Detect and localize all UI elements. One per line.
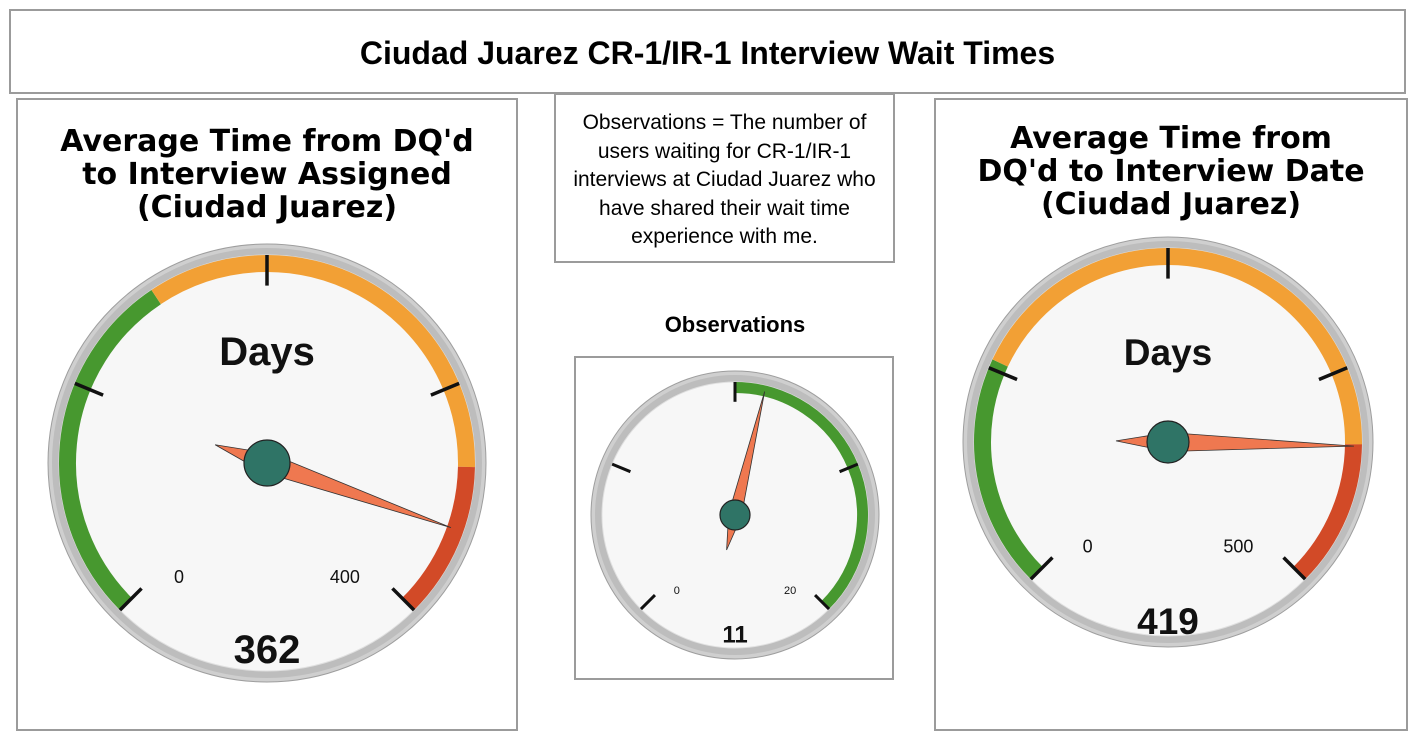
interview-date-days-gauge: 0 500 Days 419: [962, 236, 1374, 648]
gauge-hub: [1146, 420, 1190, 464]
gauge-unit-label: Days: [219, 330, 315, 374]
gauge-min-label: 0: [674, 585, 680, 597]
gauge-unit-label: Days: [1124, 332, 1212, 373]
assigned-title-line-3: (Ciudad Juarez): [136, 190, 398, 225]
assigned-title-line-1: Average Time from DQ'd: [60, 124, 474, 159]
observations-note-text: Observations = The number of users waiti…: [573, 111, 876, 248]
dashboard-title: Ciudad Juarez CR-1/IR-1 Interview Wait T…: [359, 35, 1056, 71]
gauge-major-tick-0: [639, 593, 657, 611]
gauge-max-label: 400: [330, 567, 360, 587]
gauge-band-1: [151, 255, 475, 468]
gauge-major-tick-3: [1318, 366, 1348, 382]
gauge-value-label: 362: [234, 628, 301, 672]
observations-gauge: 0 20 11: [590, 370, 880, 660]
date-title-line-3: (Ciudad Juarez): [1040, 187, 1302, 222]
gauge-major-tick-0: [1029, 556, 1054, 581]
gauge-band-0: [59, 290, 161, 611]
assigned-days-gauge: 0 400 Days 362: [47, 243, 487, 683]
dashboard-header: Ciudad Juarez CR-1/IR-1 Interview Wait T…: [9, 9, 1406, 94]
assigned-title-line-2: to Interview Assigned: [82, 157, 452, 192]
gauge-major-tick-3: [839, 462, 859, 474]
interview-date-gauge-title: Average Time from DQ'd to Interview Date…: [934, 122, 1408, 221]
gauge-min-label: 0: [1083, 537, 1093, 557]
gauge-major-tick-1: [74, 381, 104, 397]
observations-note: Observations = The number of users waiti…: [554, 93, 895, 263]
observations-heading: Observations: [664, 312, 806, 337]
gauge-major-tick-1: [988, 366, 1018, 382]
gauge-major-tick-4: [1282, 556, 1307, 581]
gauge-major-tick-0: [118, 587, 143, 612]
gauge-hub: [719, 499, 751, 531]
gauge-major-tick-4: [813, 593, 831, 611]
gauge-max-label: 20: [784, 585, 796, 597]
gauge-band-0: [974, 359, 1043, 580]
gauge-band-2: [401, 466, 475, 611]
gauge-value-label: 11: [722, 621, 747, 648]
gauge-value-label: 419: [1137, 601, 1199, 642]
gauge-band-2: [1293, 444, 1362, 580]
gauge-hub: [243, 439, 291, 487]
gauge-max-label: 500: [1223, 537, 1253, 557]
gauge-min-label: 0: [174, 567, 184, 587]
gauge-major-tick-3: [430, 381, 460, 397]
date-title-line-2: DQ'd to Interview Date: [977, 154, 1365, 189]
gauge-major-tick-1: [611, 462, 631, 474]
assigned-gauge-title: Average Time from DQ'd to Interview Assi…: [16, 125, 518, 224]
date-title-line-1: Average Time from: [1010, 121, 1332, 156]
gauge-major-tick-4: [391, 587, 416, 612]
